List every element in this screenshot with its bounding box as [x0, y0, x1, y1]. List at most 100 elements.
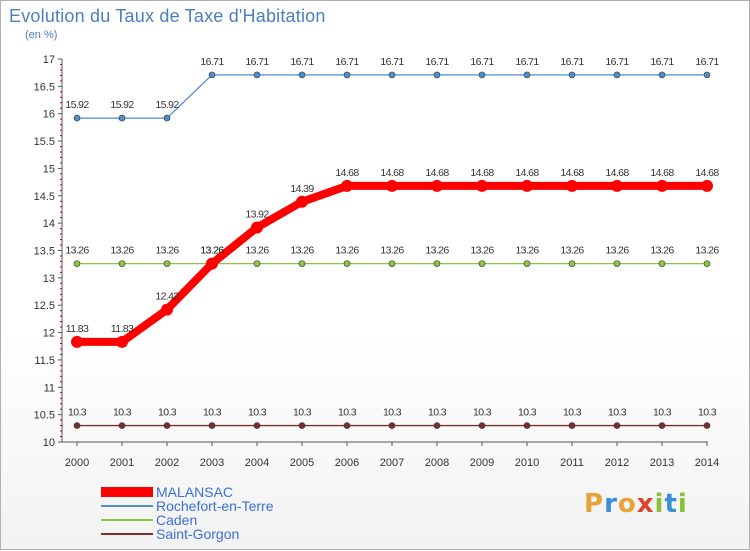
data-label-saint-gorgon: 10.3 [698, 407, 717, 419]
data-point-caden [118, 260, 126, 267]
data-label-malansac: 14.68 [515, 167, 539, 179]
data-point-malansac [71, 335, 83, 348]
data-label-saint-gorgon: 10.3 [203, 407, 222, 419]
logo-letter: P [584, 489, 605, 519]
legend-label-caden: Caden [156, 512, 198, 528]
data-point-rochefort-en-terre [208, 71, 216, 79]
y-tick-label: 15 [43, 163, 55, 175]
data-label-caden: 13.26 [380, 245, 404, 257]
data-label-malansac: 13.92 [245, 209, 269, 221]
data-point-saint-gorgon [568, 422, 576, 429]
data-point-malansac [431, 179, 443, 192]
legend-swatch-caden [101, 519, 153, 521]
data-point-malansac [251, 221, 263, 234]
data-label-rochefort-en-terre: 16.71 [605, 56, 629, 68]
data-point-caden [163, 260, 171, 267]
data-label-malansac: 12.42 [155, 291, 179, 303]
data-label-rochefort-en-terre: 16.71 [335, 56, 359, 68]
logo-letter: o [617, 489, 637, 519]
x-tick-label: 2000 [65, 457, 89, 469]
chart-subtitle: (en %) [25, 29, 58, 41]
data-label-malansac: 13.26 [200, 245, 224, 257]
data-point-saint-gorgon [478, 422, 486, 429]
y-tick-label: 13.5 [34, 246, 55, 258]
data-point-rochefort-en-terre [118, 114, 126, 122]
y-tick-label: 16.5 [34, 81, 55, 93]
data-label-rochefort-en-terre: 16.71 [380, 56, 404, 68]
data-point-rochefort-en-terre [253, 71, 261, 79]
data-point-caden [73, 260, 81, 267]
y-tick-label: 17 [43, 54, 55, 66]
data-point-rochefort-en-terre [478, 71, 486, 79]
x-tick-label: 2007 [380, 457, 404, 469]
y-tick-label: 14.5 [34, 191, 55, 203]
data-point-rochefort-en-terre [163, 114, 171, 122]
data-label-rochefort-en-terre: 16.71 [425, 56, 449, 68]
y-tick-label: 12.5 [34, 300, 55, 312]
data-label-rochefort-en-terre: 15.92 [110, 99, 134, 111]
data-label-malansac: 11.83 [111, 323, 134, 335]
x-tick-label: 2008 [425, 457, 449, 469]
data-label-rochefort-en-terre: 16.71 [695, 56, 719, 68]
data-point-rochefort-en-terre [658, 71, 666, 79]
logo-letter: r [604, 489, 618, 519]
data-point-malansac [656, 179, 668, 192]
data-label-rochefort-en-terre: 15.92 [65, 99, 89, 111]
x-tick-label: 2011 [560, 457, 584, 469]
logo-letter: i [654, 489, 665, 519]
x-tick-label: 2010 [515, 457, 539, 469]
data-point-caden [433, 260, 441, 267]
data-point-malansac [566, 179, 578, 192]
y-tick-label: 16 [43, 109, 55, 121]
data-point-malansac [611, 179, 623, 192]
data-point-rochefort-en-terre [613, 71, 621, 79]
data-label-saint-gorgon: 10.3 [68, 407, 87, 419]
data-label-caden: 13.26 [695, 245, 719, 257]
proxiti-logo: Proxiti [584, 489, 688, 519]
data-label-rochefort-en-terre: 16.71 [290, 56, 314, 68]
data-point-caden [478, 260, 486, 267]
x-tick-label: 2003 [200, 457, 224, 469]
data-label-saint-gorgon: 10.3 [473, 407, 492, 419]
x-tick-label: 2013 [650, 457, 674, 469]
data-label-caden: 13.26 [65, 245, 89, 257]
data-point-saint-gorgon [298, 422, 306, 429]
data-point-saint-gorgon [613, 422, 621, 429]
y-tick-label: 11.5 [34, 355, 55, 367]
data-label-malansac: 11.83 [66, 323, 89, 335]
data-point-rochefort-en-terre [568, 71, 576, 79]
data-label-caden: 13.26 [605, 245, 629, 257]
data-point-caden [658, 260, 666, 267]
x-tick-label: 2006 [335, 457, 359, 469]
data-label-saint-gorgon: 10.3 [248, 407, 267, 419]
data-label-caden: 13.26 [155, 245, 179, 257]
y-tick-label: 12 [43, 328, 55, 340]
data-label-malansac: 14.68 [380, 167, 404, 179]
data-point-saint-gorgon [118, 422, 126, 429]
data-point-caden [253, 260, 261, 267]
data-point-rochefort-en-terre [298, 71, 306, 79]
data-label-saint-gorgon: 10.3 [113, 407, 132, 419]
data-point-saint-gorgon [253, 422, 261, 429]
data-label-malansac: 14.39 [290, 183, 314, 195]
y-tick-label: 13 [43, 273, 55, 285]
x-tick-label: 2005 [290, 457, 314, 469]
logo-letter: t [664, 489, 678, 519]
data-point-rochefort-en-terre [703, 71, 711, 79]
legend-swatch-rochefort [101, 505, 153, 507]
data-label-malansac: 14.68 [470, 167, 494, 179]
data-point-caden [703, 260, 711, 267]
series-line-rochefort-en-terre [76, 74, 708, 119]
data-label-saint-gorgon: 10.3 [518, 407, 537, 419]
data-label-saint-gorgon: 10.3 [293, 407, 312, 419]
data-label-rochefort-en-terre: 16.71 [470, 56, 494, 68]
data-label-caden: 13.26 [515, 245, 539, 257]
data-point-caden [523, 260, 531, 267]
data-label-rochefort-en-terre: 15.92 [155, 99, 179, 111]
data-point-saint-gorgon [703, 422, 711, 429]
data-label-rochefort-en-terre: 16.71 [200, 56, 224, 68]
data-label-saint-gorgon: 10.3 [563, 407, 582, 419]
legend-label-saint-gorgon: Saint-Gorgon [156, 526, 240, 542]
data-point-caden [613, 260, 621, 267]
data-label-caden: 13.26 [290, 245, 314, 257]
